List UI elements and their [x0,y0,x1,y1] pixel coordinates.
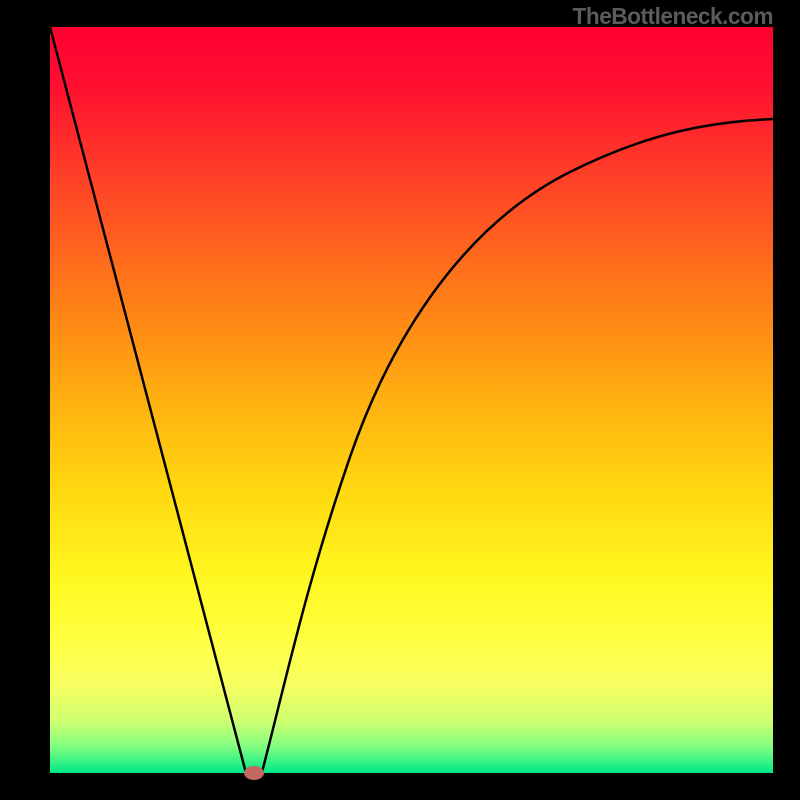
chart-frame: TheBottleneck.com [0,0,800,800]
watermark-text: TheBottleneck.com [573,3,773,30]
bottleneck-curve [50,27,773,773]
plot-background [50,27,773,773]
chart-svg [0,0,800,800]
frame-background [0,0,800,800]
minimum-marker [244,766,264,780]
